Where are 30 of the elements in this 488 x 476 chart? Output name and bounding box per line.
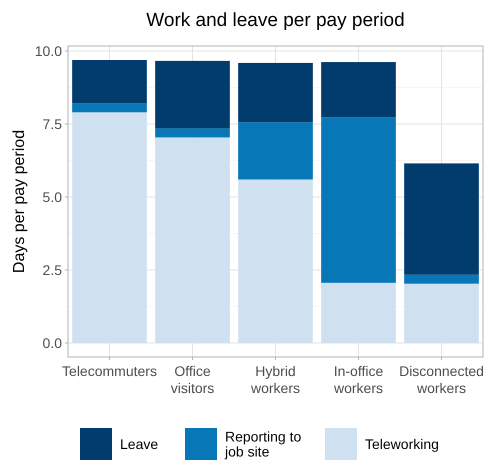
bar xyxy=(72,112,147,343)
legend-label: Leave xyxy=(120,436,158,452)
y-tick-label: 2.5 xyxy=(42,262,62,278)
y-axis-title: Days per pay period xyxy=(11,130,28,274)
x-tick-label: Hybrid workers xyxy=(250,363,300,396)
x-tick-label: Office visitors xyxy=(170,363,214,396)
bar xyxy=(155,128,230,138)
x-tick-label: Disconnected workers xyxy=(399,363,484,396)
y-tick-label: 7.5 xyxy=(42,116,62,132)
y-tick-label: 0.0 xyxy=(42,334,62,351)
legend-label: Reporting to job site xyxy=(224,428,302,460)
bar xyxy=(155,60,230,128)
x-tick-label: Telecommuters xyxy=(62,363,157,379)
bar xyxy=(404,163,479,275)
legend-label: Teleworking xyxy=(365,436,439,452)
bar xyxy=(321,62,396,118)
y-tick-label: 5.0 xyxy=(42,188,62,205)
bar xyxy=(238,179,313,343)
bar xyxy=(238,62,313,122)
bar xyxy=(155,137,230,343)
bar xyxy=(404,274,479,284)
x-tick-label: In-office workers xyxy=(332,363,384,396)
bar xyxy=(72,60,147,104)
y-tick-label: 10.0 xyxy=(34,42,62,59)
bar xyxy=(238,122,313,180)
chart-title: Work and leave per pay period xyxy=(146,10,405,31)
bar xyxy=(404,284,479,343)
bar xyxy=(321,282,396,343)
bar xyxy=(321,117,396,283)
bar xyxy=(72,103,147,112)
